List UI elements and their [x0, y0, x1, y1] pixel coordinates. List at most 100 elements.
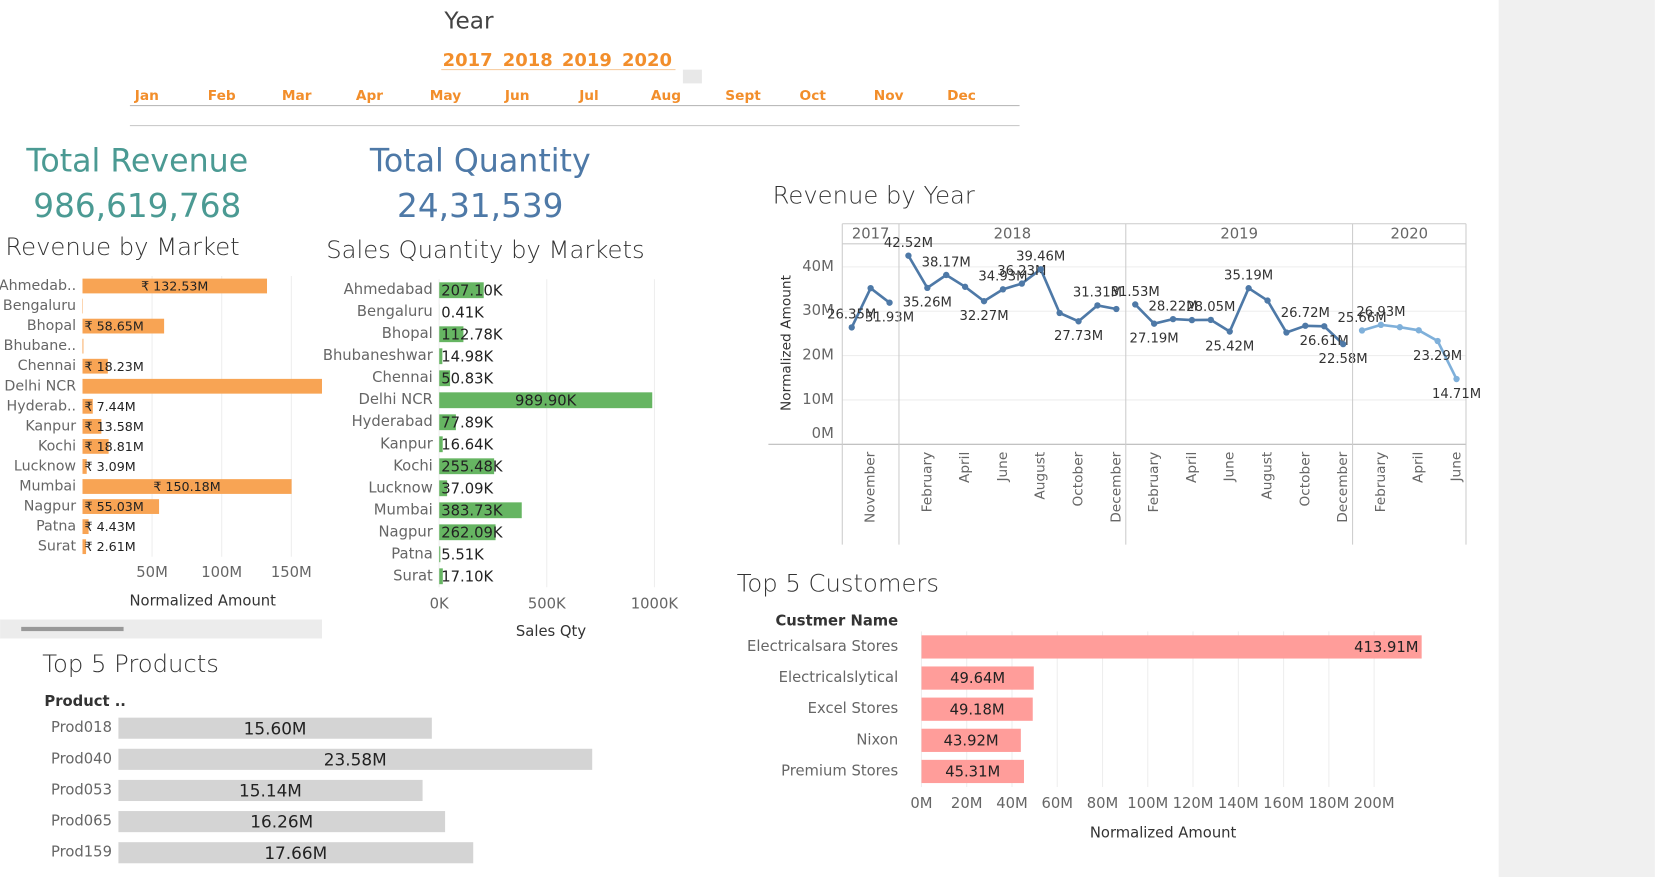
bar	[439, 546, 441, 563]
x-tick-label: 60M	[1041, 795, 1073, 812]
point	[1264, 297, 1271, 304]
category-label: Kochi	[393, 457, 433, 474]
month-option[interactable]: Jul	[578, 88, 599, 104]
month-option[interactable]: Sept	[725, 88, 761, 104]
month-option[interactable]: Jan	[134, 88, 159, 104]
x-tick-label: 100M	[201, 564, 242, 581]
x-tick-label: 140M	[1218, 795, 1259, 812]
month-option[interactable]: Apr	[356, 88, 383, 104]
x-tick-label: 50M	[136, 564, 168, 581]
x-tick-label: 20M	[951, 795, 983, 812]
value-label: 42.52M	[884, 236, 933, 251]
point	[1188, 316, 1196, 324]
value-label: 45.31M	[945, 764, 1000, 781]
x-tick-label: 0M	[910, 795, 932, 812]
value-label: 413.91M	[1354, 639, 1418, 656]
value-label: 31.53M	[1111, 285, 1160, 300]
value-label: 112.78K	[441, 326, 503, 343]
x-tick-label: 160M	[1263, 795, 1304, 812]
category-label: Prod018	[51, 719, 112, 736]
bar	[439, 480, 448, 497]
x-tick-label: February	[1373, 452, 1389, 513]
category-label: Electricalsara Stores	[747, 638, 898, 655]
y-tick-label: 20M	[802, 347, 834, 364]
category-label: Kanpur	[380, 435, 434, 452]
value-label: 207.10K	[441, 282, 503, 299]
x-tick-label: October	[1297, 451, 1313, 506]
month-option[interactable]: Oct	[800, 88, 827, 104]
x-tick-label: 80M	[1087, 795, 1119, 812]
year-option[interactable]: 2020	[622, 50, 672, 71]
scrollbar-track[interactable]	[0, 619, 322, 639]
point	[1226, 328, 1233, 335]
scrollbar-thumb[interactable]	[21, 626, 124, 632]
x-tick-label: 100M	[1127, 795, 1168, 812]
point	[980, 297, 988, 305]
value-label: ₹ 4.43M	[85, 519, 136, 534]
point	[905, 252, 912, 259]
point	[1434, 337, 1441, 345]
category-label: Chennai	[372, 369, 433, 386]
bar	[118, 811, 446, 833]
point	[1150, 320, 1158, 327]
category-label: Chennai	[18, 358, 76, 374]
year-option[interactable]: 2019	[562, 50, 612, 71]
value-label: 26.35M	[827, 308, 876, 323]
category-label: Prod040	[51, 750, 112, 767]
value-label: 262.09K	[441, 524, 503, 541]
value-label: 35.19M	[1224, 269, 1273, 284]
bar	[82, 459, 87, 474]
category-label: Hyderabad	[352, 413, 433, 430]
kpi-value: 24,31,539	[397, 187, 563, 225]
x-tick-label: June	[1449, 452, 1465, 483]
value-label: 50.83K	[441, 370, 493, 387]
category-label: Bengaluru	[357, 303, 433, 320]
value-label: 5.51K	[441, 546, 484, 563]
line	[1361, 323, 1458, 380]
year-scroll[interactable]	[682, 69, 702, 84]
month-option[interactable]: Aug	[651, 88, 681, 104]
value-label: 26.72M	[1281, 306, 1330, 321]
category-label: Patna	[391, 545, 433, 562]
category-label: Excel Stores	[808, 700, 899, 717]
point	[1396, 324, 1404, 331]
bar	[82, 499, 160, 514]
month-option[interactable]: Jun	[504, 88, 530, 104]
bar	[439, 392, 653, 409]
point	[848, 324, 855, 331]
chart-title: Revenue by Year	[773, 180, 975, 209]
category-label: Mumbai	[19, 479, 76, 495]
category-label: Electricalslytical	[779, 669, 899, 686]
chart-title: Sales Quantity by Markets	[326, 235, 644, 264]
month-option[interactable]: Feb	[208, 88, 236, 104]
value-label: 27.19M	[1130, 331, 1179, 346]
category-label: Hyderab..	[6, 398, 76, 414]
bar	[439, 524, 496, 541]
year-option[interactable]: 2018	[503, 50, 553, 71]
x-tick-label: 500K	[528, 596, 566, 613]
bar	[439, 568, 443, 585]
panel-header: 2017	[852, 225, 890, 242]
point	[1113, 305, 1120, 313]
year-option[interactable]: 2017	[443, 50, 493, 71]
x-axis-title: Sales Qty	[516, 623, 586, 640]
value-label: ₹ 58.65M	[85, 319, 144, 334]
bar	[82, 519, 89, 535]
bar	[439, 348, 443, 365]
month-option[interactable]: Mar	[282, 88, 312, 104]
x-tick-label: June	[995, 452, 1011, 483]
value-label: 0.41K	[441, 304, 484, 321]
x-tick-label: December	[1108, 451, 1124, 522]
category-label: Nagpur	[379, 523, 434, 540]
month-option[interactable]: Dec	[947, 88, 976, 104]
chart-title: Revenue by Market	[5, 232, 239, 261]
value-label: 22.58M	[1319, 352, 1368, 367]
value-label: 23.58M	[324, 749, 387, 769]
x-tick-label: October	[1071, 451, 1087, 506]
bar	[82, 358, 108, 374]
point	[1415, 327, 1422, 334]
month-option[interactable]: Nov	[874, 88, 904, 104]
x-tick-label: August	[1033, 451, 1049, 500]
month-option[interactable]: May	[430, 88, 461, 104]
bar	[118, 779, 423, 802]
